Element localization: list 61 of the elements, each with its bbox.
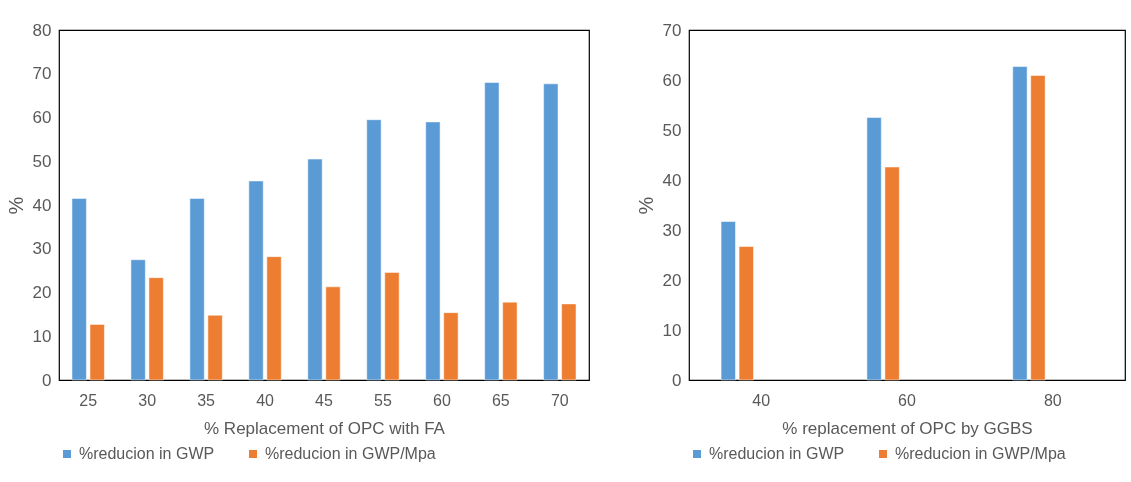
bar bbox=[1030, 75, 1046, 381]
bar bbox=[248, 180, 264, 381]
bar bbox=[502, 301, 518, 381]
y-tick-label: 50 bbox=[662, 120, 682, 140]
legend-label: %reducion in GWP/Mpa bbox=[265, 445, 436, 462]
x-tick-label: 40 bbox=[752, 391, 771, 409]
bar bbox=[71, 198, 87, 381]
y-tick-label: 40 bbox=[32, 195, 52, 215]
legend-label: %reducion in GWP bbox=[79, 445, 215, 462]
y-tick-label: 50 bbox=[32, 151, 52, 171]
bar bbox=[866, 117, 882, 381]
x-tick-label: 35 bbox=[197, 391, 216, 409]
y-tick-label: 10 bbox=[662, 320, 682, 340]
x-axis-title: % replacement of OPC by GGBS bbox=[782, 418, 1033, 438]
y-tick-label: 70 bbox=[662, 20, 682, 40]
y-tick-label: 60 bbox=[662, 70, 682, 90]
y-tick-label: 10 bbox=[32, 326, 52, 346]
x-tick-label: 40 bbox=[256, 391, 275, 409]
x-tick-label: 70 bbox=[550, 391, 569, 409]
x-tick-label: 80 bbox=[1043, 391, 1062, 409]
bar bbox=[561, 303, 577, 381]
bar bbox=[148, 277, 164, 381]
bar bbox=[884, 166, 900, 381]
y-tick-label: 40 bbox=[662, 170, 682, 190]
x-tick-label: 65 bbox=[491, 391, 510, 409]
bar bbox=[366, 119, 382, 381]
bar bbox=[307, 158, 323, 381]
bar bbox=[207, 315, 223, 381]
bar bbox=[130, 259, 146, 381]
bar bbox=[384, 272, 400, 381]
x-tick-label: 45 bbox=[315, 391, 333, 409]
y-tick-label: 70 bbox=[32, 64, 52, 84]
legend-label: %reducion in GWP bbox=[709, 445, 845, 462]
x-tick-label: 30 bbox=[138, 391, 157, 409]
bar bbox=[443, 312, 459, 381]
x-tick-label: 25 bbox=[79, 391, 98, 409]
y-tick-label: 0 bbox=[672, 370, 682, 390]
y-axis-title: % bbox=[634, 196, 657, 215]
bar bbox=[484, 82, 500, 381]
bar bbox=[266, 256, 282, 381]
x-axis-title: % Replacement of OPC with FA bbox=[204, 418, 446, 438]
y-tick-label: 20 bbox=[32, 283, 52, 302]
y-tick-label: 80 bbox=[32, 20, 52, 40]
bar bbox=[325, 286, 341, 381]
legend-label: %reducion in GWP/Mpa bbox=[895, 445, 1066, 462]
x-tick-label: 55 bbox=[374, 391, 392, 409]
x-tick-label: 60 bbox=[433, 391, 451, 409]
y-tick-label: 60 bbox=[32, 108, 52, 127]
bar bbox=[189, 198, 205, 381]
bar bbox=[1012, 66, 1028, 381]
bar bbox=[738, 246, 754, 381]
y-tick-label: 20 bbox=[662, 270, 682, 290]
bar bbox=[89, 324, 105, 381]
y-tick-label: 0 bbox=[42, 370, 52, 390]
bar bbox=[543, 83, 559, 381]
y-tick-label: 30 bbox=[662, 220, 682, 240]
y-tick-label: 30 bbox=[32, 239, 52, 259]
x-tick-label: 60 bbox=[898, 391, 916, 409]
bar bbox=[720, 221, 736, 381]
bar bbox=[425, 121, 441, 381]
y-axis-title: % bbox=[4, 196, 27, 215]
